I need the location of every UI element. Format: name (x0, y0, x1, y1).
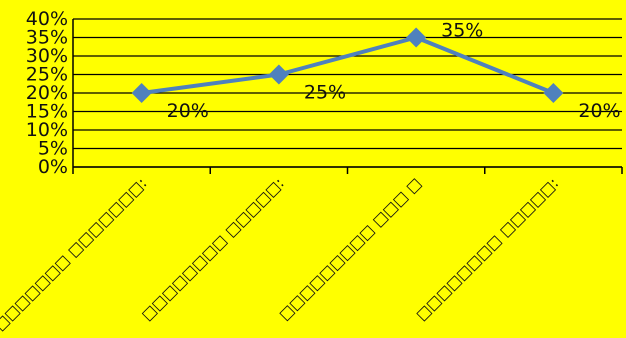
y-tick-label: 20% (26, 82, 68, 104)
y-tick-label: 5% (38, 138, 68, 160)
category-label: □□□□□□□□ □□□□□: (412, 174, 562, 324)
data-point-marker (131, 83, 152, 103)
data-label: 20% (167, 100, 209, 122)
data-label: 35% (441, 20, 483, 42)
data-labels: 20% 25% 35% 20% (167, 20, 621, 123)
category-label: □□□□□□□□ □□□□□: (138, 174, 288, 324)
data-point-marker (268, 64, 289, 85)
series-line-path (141, 35, 555, 95)
y-tick-label: 30% (26, 45, 68, 67)
y-tick-label: 25% (26, 64, 68, 86)
y-tick-label: 15% (26, 101, 68, 123)
y-tick-label: 10% (26, 119, 68, 141)
category-label: □□□□□□□□□ □□□ □ (275, 174, 425, 324)
data-point-marker (406, 27, 427, 48)
y-axis-tick-labels: 0%5%10%15%20%25%30%35%40% (26, 8, 68, 178)
data-point-marker (543, 83, 564, 103)
category-label: □□□□□□□ □□□□□□□: (0, 174, 150, 334)
axes (72, 19, 623, 174)
data-label: 20% (578, 100, 620, 122)
y-tick-label: 35% (26, 27, 68, 49)
data-label: 25% (304, 82, 346, 104)
series-line (131, 27, 564, 103)
y-tick-label: 40% (26, 8, 68, 30)
category-labels: □□□□□□□ □□□□□□□:□□□□□□□□ □□□□□:□□□□□□□□□… (0, 174, 562, 334)
y-tick-label: 0% (38, 156, 68, 178)
